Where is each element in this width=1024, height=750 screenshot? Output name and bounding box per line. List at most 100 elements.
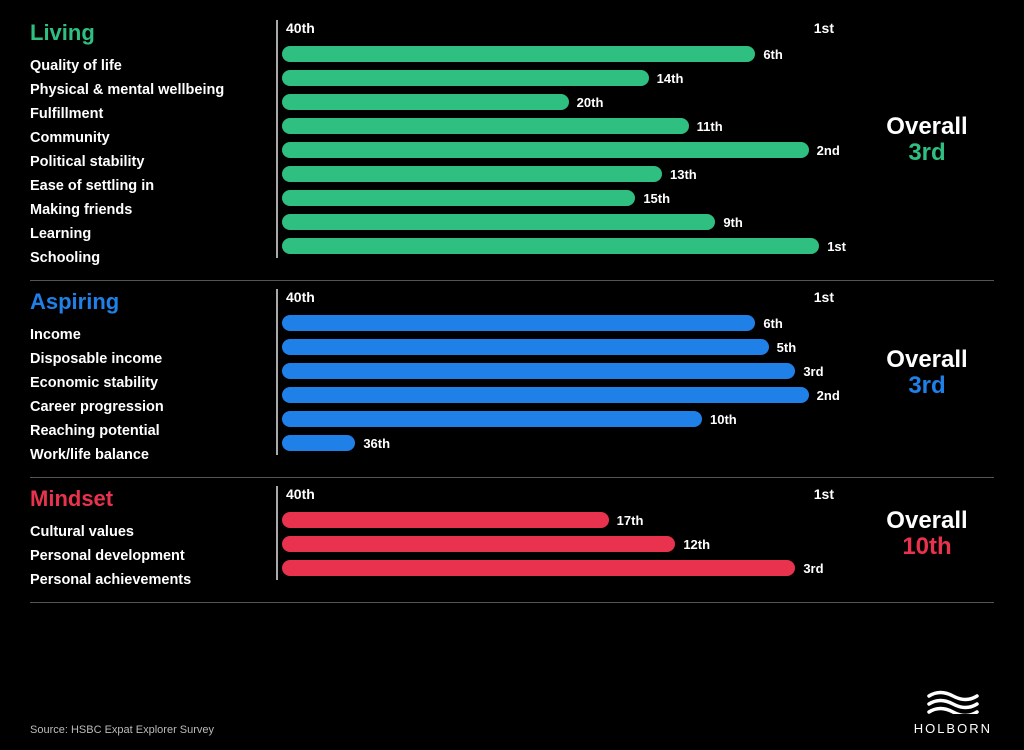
source-citation: Source: HSBC Expat Explorer Survey [30,724,214,736]
bar [282,166,662,182]
bar-rank-label: 5th [777,340,797,355]
overall-block: Overall10th [852,486,1002,561]
bar-row: 2nd [282,138,846,162]
bar-row: 36th [282,431,846,455]
bar-row: 9th [282,210,846,234]
bar [282,315,755,331]
bar-rank-label: 6th [763,47,783,62]
brand-logo: HOLBORN [914,688,992,736]
bar-row: 15th [282,186,846,210]
metric-label: Learning [30,222,270,246]
axis-max-label: 40th [286,289,315,311]
axis-min-label: 1st [814,486,834,508]
metric-label: Making friends [30,198,270,222]
bar-row: 6th [282,311,846,335]
bar [282,339,769,355]
metric-label: Career progression [30,395,270,419]
bar-row: 11th [282,114,846,138]
metric-label: Physical & mental wellbeing [30,78,270,102]
section-title: Mindset [30,486,270,512]
metric-label: Political stability [30,150,270,174]
bar [282,94,569,110]
bar-rank-label: 9th [723,215,743,230]
bar-row: 2nd [282,383,846,407]
bar-row: 3rd [282,359,846,383]
bar [282,214,715,230]
bar-rank-label: 1st [827,239,846,254]
bar [282,387,809,403]
bar [282,190,635,206]
ranking-chart: Living Quality of lifePhysical & mental w… [30,20,994,603]
bar [282,118,689,134]
bar-rank-label: 11th [697,119,723,134]
bar [282,512,609,528]
bar-row: 20th [282,90,846,114]
metric-label: Work/life balance [30,443,270,467]
bar-rank-label: 36th [363,436,390,451]
axis-max-label: 40th [286,20,315,42]
axis-min-label: 1st [814,289,834,311]
bar-row: 12th [282,532,846,556]
overall-label: Overall [852,114,1002,140]
bar-row: 5th [282,335,846,359]
bar-chart-area: 40th 1st 6th 5th 3rd 2nd 10th 36th [276,289,846,455]
bar-row: 6th [282,42,846,66]
section-title: Aspiring [30,289,270,315]
bar-row: 1st [282,234,846,258]
metric-label: Schooling [30,246,270,270]
bar-chart-area: 40th 1st 17th 12th 3rd [276,486,846,580]
bar-rank-label: 20th [577,95,604,110]
metric-label: Reaching potential [30,419,270,443]
bar-rank-label: 6th [763,316,783,331]
section-living: Living Quality of lifePhysical & mental w… [30,20,994,281]
bar-rank-label: 12th [683,537,710,552]
bar [282,238,819,254]
bar [282,46,755,62]
axis-min-label: 1st [814,20,834,42]
bar-rank-label: 3rd [803,364,823,379]
section-title: Living [30,20,270,46]
overall-rank: 3rd [852,373,1002,399]
metric-label: Quality of life [30,54,270,78]
metric-label: Personal development [30,544,270,568]
section-aspiring: Aspiring IncomeDisposable incomeEconomic … [30,289,994,478]
bar-rank-label: 10th [710,412,737,427]
overall-block: Overall3rd [852,289,1002,400]
bar [282,142,809,158]
metric-label: Cultural values [30,520,270,544]
overall-rank: 3rd [852,140,1002,166]
bar-rank-label: 14th [657,71,684,86]
bar-row: 10th [282,407,846,431]
metric-label: Income [30,323,270,347]
bar [282,560,795,576]
bar [282,536,675,552]
bar-rank-label: 15th [643,191,670,206]
bar-rank-label: 2nd [817,143,840,158]
axis-max-label: 40th [286,486,315,508]
overall-rank: 10th [852,534,1002,560]
bar-row: 13th [282,162,846,186]
metric-label: Community [30,126,270,150]
bar-chart-area: 40th 1st 6th 14th 20th 11th 2nd 13th15th 9th 1st [276,20,846,258]
bar [282,411,702,427]
bar-rank-label: 2nd [817,388,840,403]
overall-label: Overall [852,347,1002,373]
metric-label: Fulfillment [30,102,270,126]
bar [282,70,649,86]
section-mindset: Mindset Cultural valuesPersonal developme… [30,486,994,603]
bar-row: 17th [282,508,846,532]
brand-name: HOLBORN [914,721,992,736]
bar-rank-label: 17th [617,513,644,528]
overall-block: Overall3rd [852,20,1002,167]
metric-label: Ease of settling in [30,174,270,198]
bar [282,363,795,379]
bar-rank-label: 13th [670,167,697,182]
bar-row: 3rd [282,556,846,580]
bar [282,435,355,451]
bar-rank-label: 3rd [803,561,823,576]
overall-label: Overall [852,508,1002,534]
metric-label: Economic stability [30,371,270,395]
metric-label: Disposable income [30,347,270,371]
bar-row: 14th [282,66,846,90]
metric-label: Personal achievements [30,568,270,592]
